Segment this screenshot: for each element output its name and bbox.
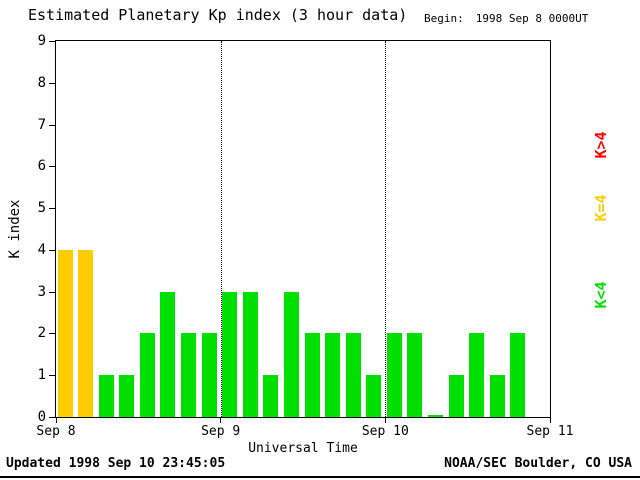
kp-bar [160,291,176,417]
y-tickmark [49,333,55,335]
kp-bar [283,291,299,417]
y-tick-label: 6 [37,158,46,175]
kp-bar [181,333,197,417]
bottom-rule [0,476,640,478]
y-tick-label: 3 [37,283,46,300]
x-tickmark [220,418,222,423]
y-tick-label: 8 [37,74,46,91]
x-tickmark [549,418,551,423]
y-tickmark [49,249,55,251]
kp-bar [407,333,423,417]
day-boundary-gridline [220,41,222,417]
kp-bar [57,249,73,417]
day-boundary-gridline [385,41,387,417]
kp-bar [510,333,526,417]
kp-bar [139,333,155,417]
chart-title: Estimated Planetary Kp index (3 hour dat… [28,6,408,24]
kp-bar [222,291,238,417]
x-tickmark [384,418,386,423]
gridlines-layer [56,41,550,417]
kp-bar [304,333,320,417]
kp-bar [201,333,217,417]
footer-updated-timestamp: Updated 1998 Sep 10 23:45:05 [6,456,226,471]
y-tickmark [49,41,55,42]
y-tick-label: 7 [37,116,46,133]
y-tickmark [49,417,55,418]
bars-layer [56,41,550,417]
y-tickmark [49,291,55,293]
footer-source: NOAA/SEC Boulder, CO USA [444,456,632,471]
y-tickmark [49,166,55,168]
begin-block: Begin: 1998 Sep 8 0000UT [424,12,588,25]
x-axis-label: Universal Time [248,441,358,456]
kp-bar [428,415,444,417]
x-tick-label: Sep 11 [526,424,574,439]
kp-bar [386,333,402,417]
x-tickmark [55,418,57,423]
kp-bar [366,375,382,417]
x-tick-label: Sep 8 [36,424,76,439]
kp-bar [325,333,341,417]
y-tick-label: 0 [37,409,46,425]
kp-bar [242,291,258,417]
legend-k-gt-4: K>4 [592,131,610,159]
kp-bar [469,333,485,417]
kp-bar [345,333,361,417]
kp-bar [98,375,114,417]
y-tickmark [49,82,55,84]
y-tick-label: 1 [37,367,46,384]
kp-bar [119,375,135,417]
plot-area [55,40,551,418]
x-tick-label: Sep 10 [361,424,409,439]
kp-bar [78,249,94,417]
x-tick-label: Sep 9 [201,424,241,439]
y-tick-label: 9 [37,33,46,49]
kp-bar [489,375,505,417]
y-tickmark [49,208,55,210]
y-tick-label: 2 [37,325,46,342]
y-tickmark [49,124,55,126]
legend-k-eq-4: K=4 [592,194,610,222]
y-tick-label: 5 [37,200,46,217]
begin-label: Begin: [424,12,464,25]
begin-value: 1998 Sep 8 0000UT [475,12,589,25]
legend-k-lt-4: K<4 [592,281,610,309]
kp-bar [263,375,279,417]
kp-bar [448,375,464,417]
y-tick-label: 4 [37,241,46,258]
y-tickmark [49,375,55,377]
